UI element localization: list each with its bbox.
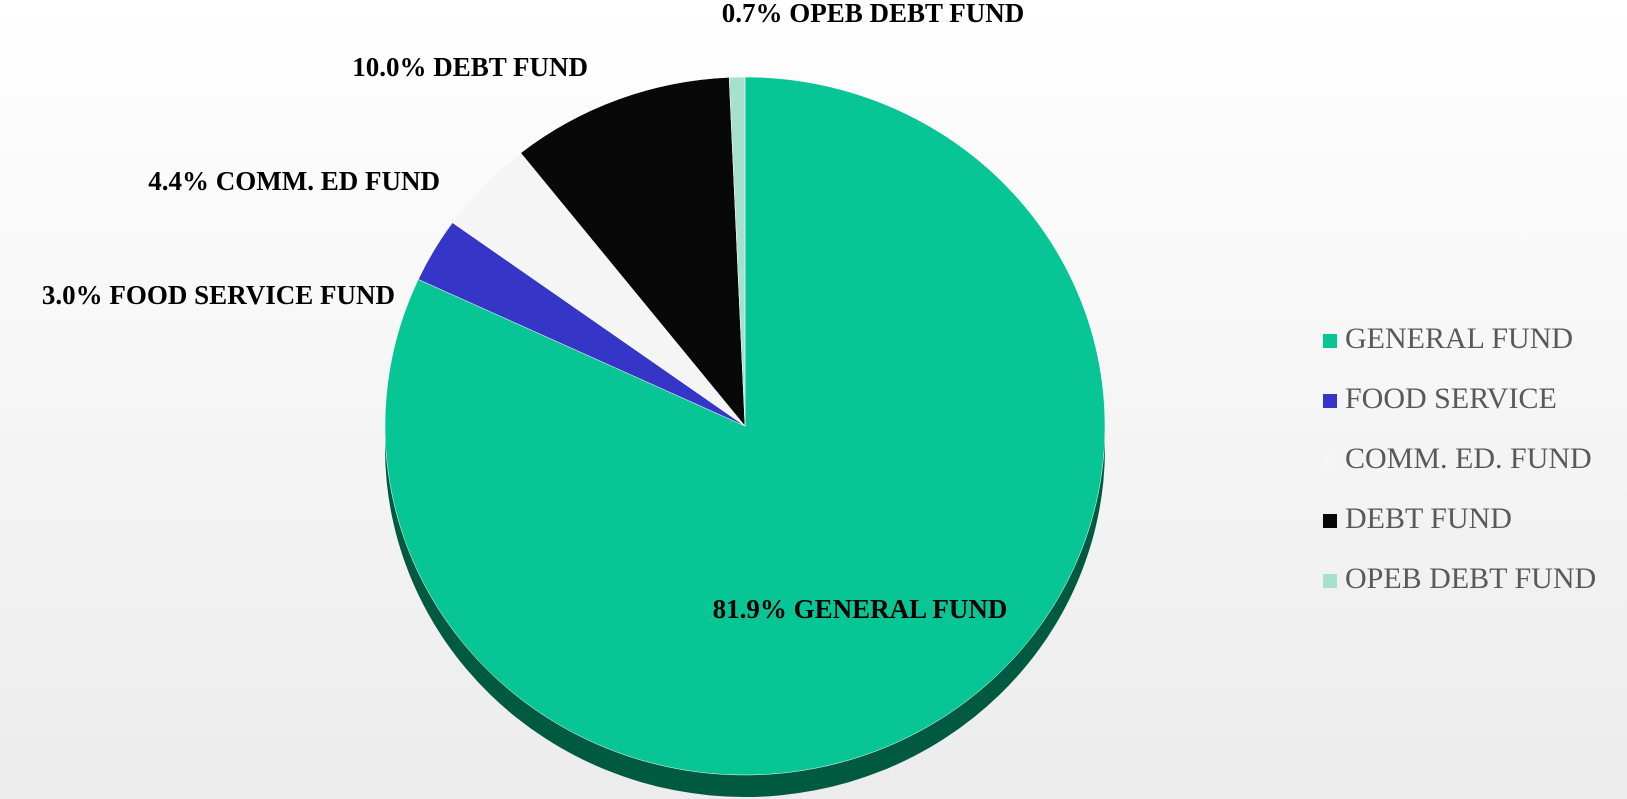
legend-label: GENERAL FUND xyxy=(1345,322,1573,355)
legend-swatch xyxy=(1323,514,1337,528)
legend-label: OPEB DEBT FUND xyxy=(1345,562,1596,595)
data-label: 4.4% COMM. ED FUND xyxy=(148,166,440,196)
pie-slice xyxy=(728,76,746,427)
legend-swatch xyxy=(1323,454,1337,468)
data-label: 10.0% DEBT FUND xyxy=(352,52,588,82)
data-label: 3.0% FOOD SERVICE FUND xyxy=(42,280,395,310)
data-label: 81.9% GENERAL FUND xyxy=(713,594,1008,624)
legend-label: FOOD SERVICE xyxy=(1345,382,1557,415)
legend-label: DEBT FUND xyxy=(1345,502,1512,535)
data-label: 0.7% OPEB DEBT FUND xyxy=(722,0,1025,28)
legend-swatch xyxy=(1323,334,1337,348)
legend-label: COMM. ED. FUND xyxy=(1345,442,1592,475)
pie-slice xyxy=(520,77,746,427)
legend-swatch xyxy=(1323,574,1337,588)
legend-swatch xyxy=(1323,394,1337,408)
